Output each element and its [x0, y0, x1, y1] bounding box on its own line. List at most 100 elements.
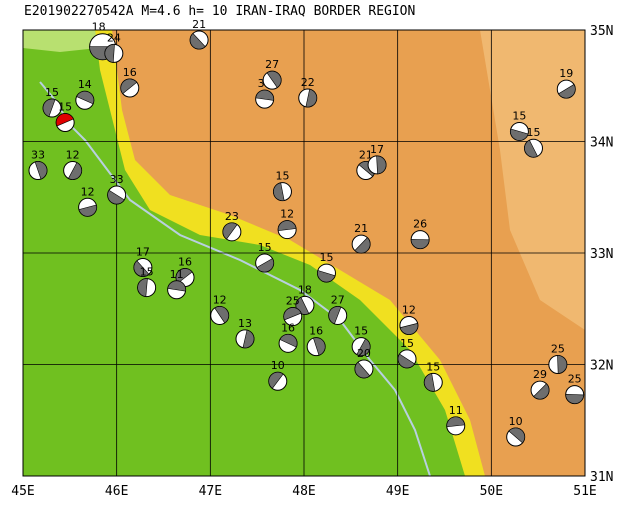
depth-label: 21	[354, 222, 368, 235]
focal-mechanism: 12	[277, 208, 297, 240]
focal-mechanism: 3	[255, 77, 275, 109]
depth-label: 14	[78, 78, 92, 91]
depth-label: 26	[413, 218, 427, 231]
beachball-sector	[354, 237, 371, 254]
depth-label: 10	[509, 415, 523, 428]
focal-mechanism: 23	[222, 210, 242, 242]
focal-mechanism: 14	[75, 78, 95, 110]
map-title: E201902270542A M=4.6 h= 10 IRAN-IRAQ BOR…	[24, 4, 415, 19]
depth-label: 13	[238, 317, 252, 330]
beachball-sector	[279, 334, 298, 348]
focal-mechanism: 15	[272, 170, 292, 202]
depth-label: 21	[359, 148, 373, 161]
depth-label: 25	[551, 343, 565, 356]
focal-mechanism: 16	[278, 321, 298, 353]
depth-label: 12	[81, 185, 95, 198]
depth-label: 23	[225, 210, 239, 223]
beachball-sector	[446, 416, 466, 428]
focal-mechanism: 27	[262, 58, 282, 90]
beachball-sector	[354, 361, 371, 379]
focal-mechanism: 10	[506, 415, 526, 447]
depth-label: 27	[265, 58, 279, 71]
focal-mechanism: 17	[367, 143, 387, 175]
focal-mechanism: 21	[351, 222, 371, 254]
lon-label: 49E	[386, 484, 409, 499]
beachball-sector	[175, 268, 193, 284]
beachball-sector	[283, 307, 302, 321]
beachball-sector	[305, 88, 317, 108]
depth-label: 25	[286, 295, 300, 308]
beachball-sector	[557, 355, 568, 374]
depth-label: 15	[45, 86, 59, 99]
depth-label: 24	[107, 31, 121, 44]
focal-mechanism: 15	[42, 86, 62, 118]
beachball-sector	[533, 383, 550, 400]
focal-mechanism: 12	[63, 148, 83, 180]
depth-label: 21	[192, 18, 206, 31]
lon-label: 51E	[573, 484, 596, 499]
beachball-sector	[424, 373, 436, 392]
beachball-sector	[313, 337, 326, 356]
beachball-sector	[189, 33, 206, 50]
focal-mechanism: 12	[78, 185, 98, 217]
focal-mechanism: 21	[189, 18, 209, 50]
beachball-sector	[214, 306, 229, 324]
depth-label: 18	[92, 21, 106, 34]
depth-label: 16	[281, 321, 295, 334]
focal-mechanism: 19	[556, 67, 576, 99]
beachball-sector	[107, 189, 125, 205]
focal-mechanism: 13	[235, 317, 255, 349]
beachball-sector	[42, 98, 56, 117]
focal-mechanism: 33	[107, 173, 127, 205]
beachball-sector	[277, 220, 297, 232]
depth-label: 15	[354, 325, 368, 338]
focal-mechanism: 15	[423, 360, 443, 392]
beachball-sector	[356, 338, 371, 356]
beachball-sector	[167, 280, 186, 292]
beachball-sector	[317, 270, 336, 283]
frame	[22, 29, 586, 477]
depth-label: 17	[136, 245, 150, 258]
lon-label: 46E	[105, 484, 128, 499]
depth-label: 15	[258, 241, 272, 254]
focal-mechanism: 25	[565, 373, 585, 405]
lat-label: 33N	[590, 247, 613, 262]
beachball-sector	[78, 204, 97, 217]
beachball-sector	[268, 371, 284, 389]
focal-mechanism: 16	[306, 325, 326, 357]
beachball-sector	[376, 155, 387, 175]
beachball-sector	[137, 278, 148, 297]
depth-label: 3	[258, 77, 265, 90]
depth-label: 33	[31, 148, 45, 161]
depth-label: 12	[402, 303, 416, 316]
focal-mechanism: 11	[446, 404, 466, 436]
beachball-sector	[524, 139, 538, 158]
focal-mechanism: 10	[268, 359, 288, 391]
depth-label: 33	[110, 173, 124, 186]
depth-label: 10	[271, 359, 285, 372]
focal-mechanism: 27	[328, 293, 348, 325]
focal-mechanism: 16	[120, 66, 140, 98]
beachball-sector	[104, 44, 115, 63]
beachball-sector	[273, 182, 285, 201]
beachball-sector	[397, 353, 415, 369]
beachball-sector	[328, 306, 342, 325]
focal-mechanism: 15	[255, 241, 275, 273]
focal-mechanism: 15	[351, 325, 371, 357]
focal-mechanism: 15	[523, 126, 543, 158]
lon-label: 47E	[199, 484, 222, 499]
lat-label: 35N	[590, 24, 613, 39]
focal-mechanism: 25	[548, 343, 568, 374]
focal-mechanism: 20	[354, 347, 374, 379]
depth-label: 11	[449, 404, 463, 417]
focal-mechanism: 33	[28, 148, 48, 180]
beachball-sector	[68, 162, 82, 180]
beachball-sector	[76, 90, 95, 105]
depth-label: 22	[301, 76, 315, 89]
lon-label: 45E	[11, 484, 34, 499]
focal-mechanism: 29	[530, 368, 550, 400]
depth-label: 16	[178, 256, 192, 269]
lat-label: 31N	[590, 470, 613, 485]
beachball-sector	[558, 84, 576, 99]
focal-mechanism: 25	[283, 295, 303, 327]
